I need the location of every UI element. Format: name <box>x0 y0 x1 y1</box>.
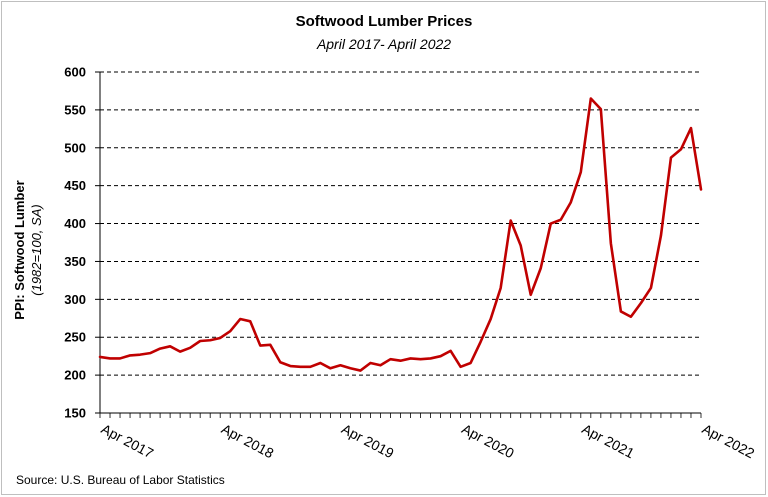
y-tick-label: 250 <box>64 330 86 345</box>
y-tick-label: 300 <box>64 292 86 307</box>
gridlines <box>100 71 701 376</box>
chart-subtitle: April 2017- April 2022 <box>316 36 452 52</box>
x-tick-label: Apr 2020 <box>459 421 517 462</box>
x-tick-label: Apr 2022 <box>700 421 758 462</box>
y-tick-label: 200 <box>64 368 86 383</box>
y-tick-labels: 150 200 250 300 350 400 450 500 550 600 <box>64 65 86 421</box>
x-tick-label: Apr 2018 <box>219 421 277 462</box>
x-tick-labels: Apr 2017 Apr 2018 Apr 2019 Apr 2020 Apr 2021… <box>99 421 758 462</box>
y-tick-label: 350 <box>64 254 86 269</box>
y-tick-label: 150 <box>64 406 86 421</box>
y-tick-label: 400 <box>64 216 86 231</box>
y-tick-label: 500 <box>64 140 86 155</box>
chart-title: Softwood Lumber Prices <box>295 13 473 30</box>
y-tick-label: 550 <box>64 102 86 117</box>
series-group <box>98 97 703 372</box>
series-line <box>98 97 703 372</box>
source-note: Source: U.S. Bureau of Labor Statistics <box>16 473 225 487</box>
x-tick-label: Apr 2021 <box>579 421 637 462</box>
y-tick-label: 600 <box>64 65 86 80</box>
y-tick-label: 450 <box>64 178 86 193</box>
x-tick-label: Apr 2019 <box>339 421 397 462</box>
x-tick-label: Apr 2017 <box>99 421 157 462</box>
